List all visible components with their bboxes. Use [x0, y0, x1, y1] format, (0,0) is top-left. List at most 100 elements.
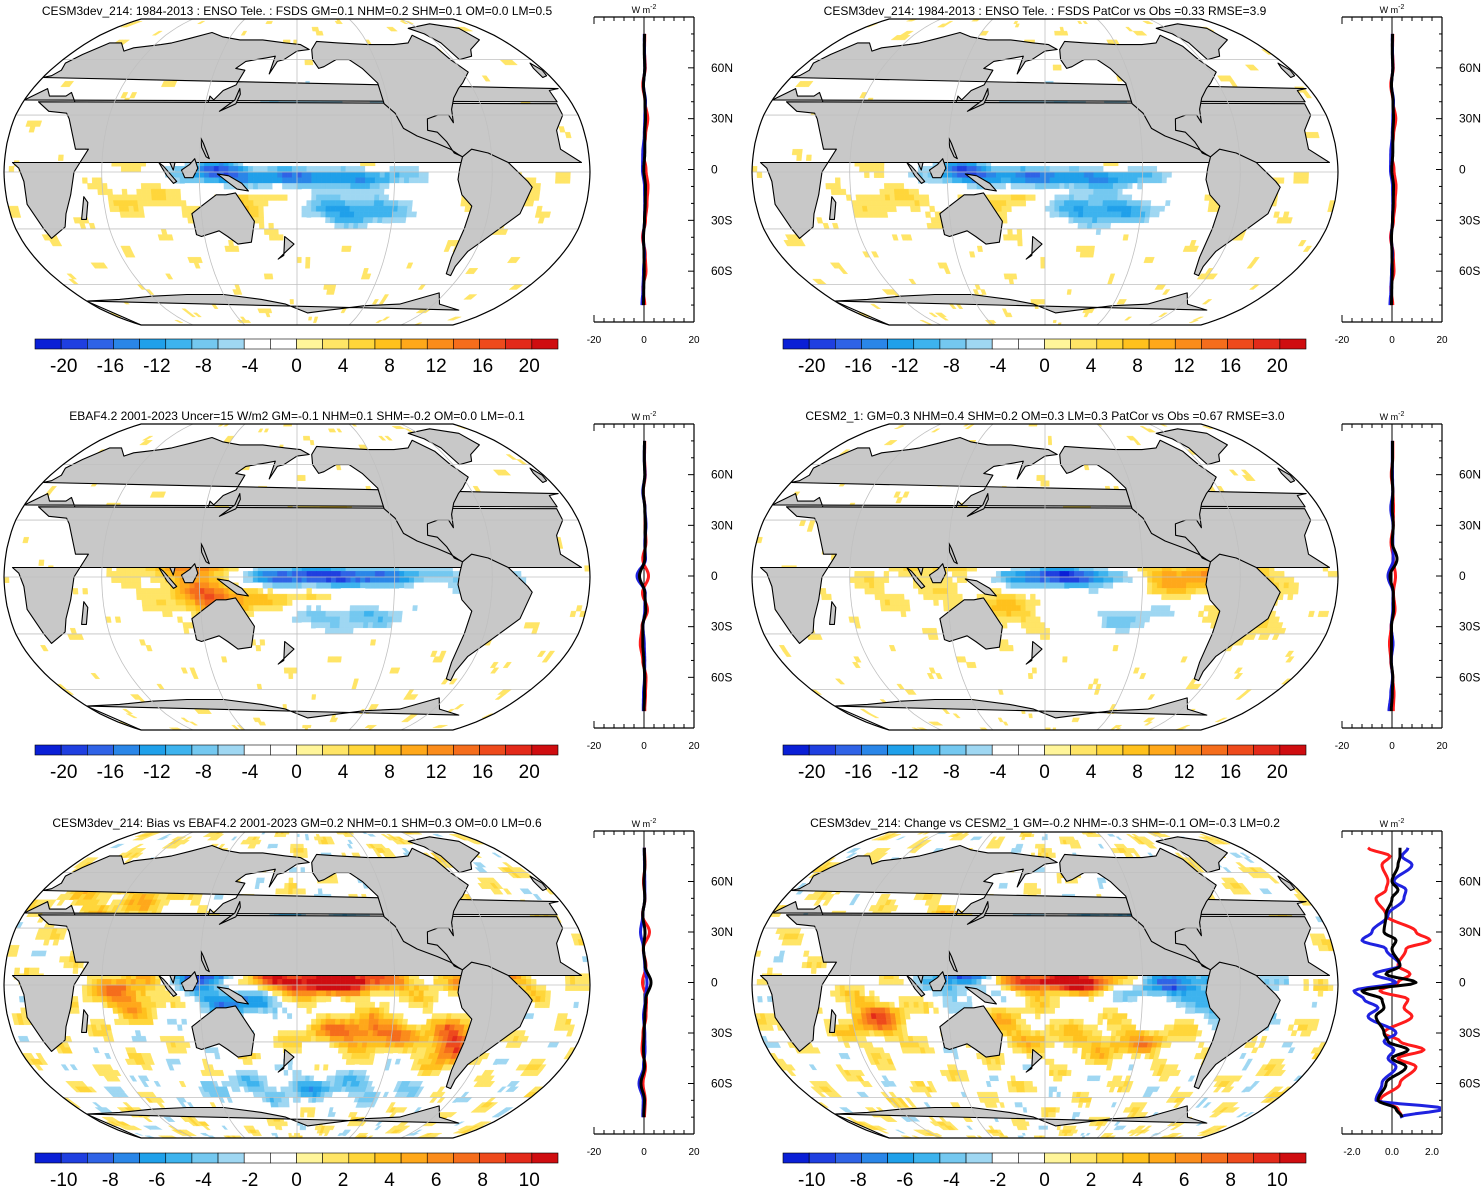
field-cell — [1161, 177, 1168, 184]
field-cell — [267, 194, 274, 201]
land-samerica — [445, 148, 533, 277]
field-cell — [1107, 188, 1114, 195]
field-cell — [452, 571, 459, 578]
field-cell — [1073, 194, 1080, 201]
field-cell — [1174, 205, 1180, 212]
field-cell — [1041, 299, 1046, 305]
panel-title: CESM3dev_214: 1984-2013 : ENSO Tele. : F… — [824, 4, 1267, 18]
field-cell — [922, 183, 929, 190]
field-cell — [179, 588, 186, 595]
field-cell — [248, 605, 254, 612]
field-cell — [329, 289, 336, 295]
field-cell — [273, 234, 279, 241]
field-cell — [389, 177, 395, 184]
field-cell — [180, 605, 187, 612]
field-cell — [1087, 217, 1093, 224]
field-cell — [360, 166, 366, 173]
field-cell — [363, 616, 370, 623]
field-cell — [290, 312, 295, 318]
field-cell — [564, 132, 572, 139]
field-cell — [166, 605, 173, 612]
field-cell — [360, 582, 366, 589]
field-cell — [1117, 171, 1124, 178]
field-cell — [1129, 217, 1136, 224]
field-cell — [329, 217, 336, 224]
field-cell — [223, 166, 229, 173]
field-cell — [353, 622, 360, 629]
field-cell — [430, 312, 442, 318]
field-cell — [1164, 205, 1171, 212]
field-cell — [1006, 200, 1012, 207]
field-cell — [320, 610, 327, 617]
field-cell — [904, 194, 910, 201]
field-cell — [428, 576, 434, 583]
field-cell — [1132, 188, 1138, 195]
field-cell — [578, 588, 585, 595]
field-cell — [1079, 171, 1085, 178]
field-cell — [252, 582, 259, 589]
field-cell — [344, 622, 350, 629]
field-cell — [208, 576, 215, 583]
field-cell — [1166, 166, 1173, 173]
colorbar-label: 0 — [1039, 356, 1050, 377]
field-cell — [136, 188, 143, 195]
field-cell — [399, 166, 405, 173]
field-cell — [301, 576, 307, 583]
field-cell — [373, 610, 380, 617]
field-cell — [165, 188, 172, 195]
field-cell — [301, 622, 307, 629]
field-cell — [325, 622, 331, 629]
field-cell — [1144, 211, 1151, 218]
field-cell — [267, 308, 273, 314]
field-cell — [1078, 188, 1085, 195]
field-cell — [406, 211, 413, 218]
field-cell — [1087, 205, 1094, 212]
field-cell — [1059, 26, 1065, 32]
field-cell — [166, 200, 173, 207]
field-cell — [55, 542, 62, 549]
field-cell — [345, 166, 351, 173]
field-cell — [398, 183, 405, 190]
field-cell — [166, 234, 174, 241]
field-cell — [1147, 171, 1153, 178]
field-cell — [827, 92, 837, 99]
field-cell — [367, 217, 374, 224]
field-cell — [316, 166, 322, 173]
field-cell — [334, 628, 340, 635]
field-cell — [233, 166, 239, 173]
field-cell — [253, 200, 259, 207]
field-cell — [830, 188, 837, 195]
field-cell — [1035, 183, 1041, 190]
field-cell — [956, 166, 963, 173]
field-cell — [209, 183, 215, 190]
field-cell — [393, 194, 400, 201]
field-cell — [335, 610, 341, 617]
field-cell — [165, 588, 171, 595]
field-cell — [885, 26, 896, 32]
field-cell — [355, 183, 361, 190]
field-cell — [213, 166, 220, 173]
field-cell — [412, 605, 419, 612]
field-cell — [353, 223, 359, 230]
field-cell — [301, 240, 307, 247]
field-cell — [1171, 177, 1177, 184]
field-cell — [1074, 183, 1080, 190]
field-cell — [174, 166, 181, 173]
map-p4 — [752, 424, 1338, 730]
colorbar-box — [374, 338, 402, 350]
field-cell — [138, 211, 145, 218]
field-cell — [384, 576, 391, 583]
field-cell — [417, 200, 423, 207]
field-cell — [1077, 228, 1083, 235]
field-cell — [296, 257, 302, 263]
field-cell — [348, 217, 355, 224]
colorbar-p2: -20 -16 -12 -8 -4 0 4 8 12 16 20 — [782, 338, 1307, 377]
field-cell — [287, 205, 293, 212]
field-cell — [316, 582, 322, 589]
field-cell — [373, 200, 380, 207]
field-cell — [1121, 205, 1128, 212]
field-cell — [311, 582, 317, 589]
field-cell — [288, 667, 294, 674]
field-cell — [181, 211, 188, 218]
field-cell — [296, 605, 302, 612]
